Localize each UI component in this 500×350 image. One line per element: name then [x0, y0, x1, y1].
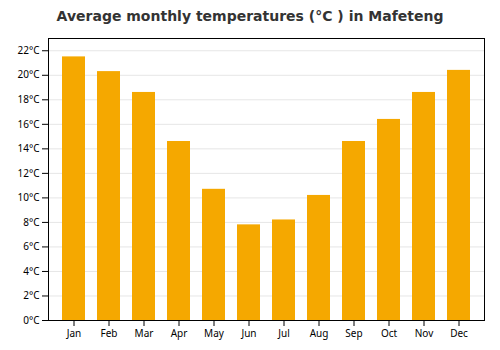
- svg-text:20°C: 20°C: [17, 67, 40, 81]
- svg-text:18°C: 18°C: [17, 92, 40, 106]
- svg-text:May: May: [204, 326, 225, 340]
- svg-text:Feb: Feb: [101, 326, 118, 340]
- svg-text:Oct: Oct: [381, 326, 398, 340]
- svg-text:Mar: Mar: [135, 326, 154, 340]
- svg-text:6°C: 6°C: [23, 239, 40, 253]
- svg-text:Sep: Sep: [345, 326, 362, 340]
- svg-text:2°C: 2°C: [23, 288, 40, 302]
- svg-text:Jun: Jun: [240, 326, 256, 340]
- svg-text:8°C: 8°C: [23, 215, 40, 229]
- svg-text:22°C: 22°C: [17, 43, 40, 57]
- svg-text:Apr: Apr: [171, 326, 188, 340]
- svg-text:0°C: 0°C: [23, 313, 40, 327]
- svg-text:Aug: Aug: [310, 326, 329, 340]
- svg-text:Nov: Nov: [415, 326, 434, 340]
- svg-text:12°C: 12°C: [17, 166, 40, 180]
- svg-text:Dec: Dec: [450, 326, 468, 340]
- html-text:Average monthly temperatures (: Average monthly temperatures (°C ) in Ma…: [56, 8, 444, 24]
- svg-text:Jan: Jan: [66, 326, 82, 340]
- svg-text:10°C: 10°C: [17, 190, 40, 204]
- svg-text:Jul: Jul: [277, 326, 290, 340]
- svg-text:14°C: 14°C: [17, 141, 40, 155]
- svg-text:16°C: 16°C: [17, 117, 40, 131]
- svg-text:4°C: 4°C: [23, 264, 40, 278]
